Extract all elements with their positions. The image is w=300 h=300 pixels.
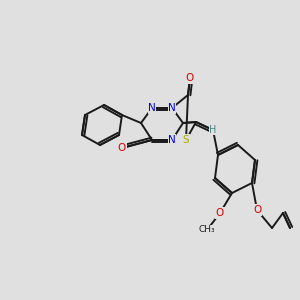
Text: N: N [168,135,176,145]
Text: O: O [118,143,126,153]
Text: O: O [253,205,261,215]
Text: N: N [148,103,156,113]
Text: S: S [183,135,189,145]
Text: O: O [216,208,224,218]
Text: CH₃: CH₃ [199,226,215,235]
Text: O: O [186,73,194,83]
Text: H: H [209,125,217,135]
Text: N: N [168,103,176,113]
